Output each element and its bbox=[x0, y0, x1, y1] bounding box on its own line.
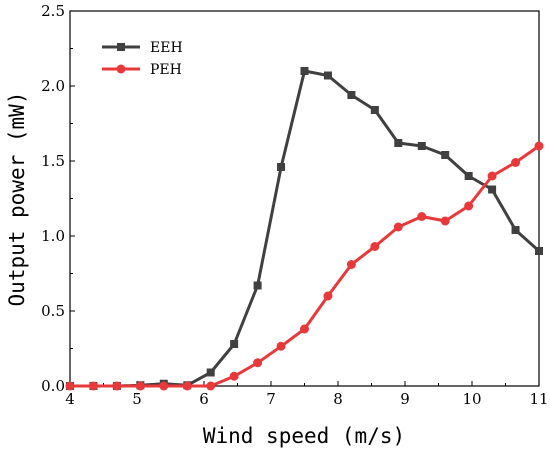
x-tick-label: 5 bbox=[132, 390, 142, 408]
data-point-eeh bbox=[394, 139, 403, 147]
x-tick-label: 4 bbox=[65, 390, 75, 408]
data-point-peh bbox=[534, 141, 544, 151]
y-tick-label: 1.0 bbox=[41, 227, 65, 245]
data-point-peh bbox=[511, 158, 521, 167]
series-eeh bbox=[66, 67, 543, 390]
data-point-peh bbox=[276, 341, 286, 351]
data-point-peh bbox=[440, 216, 450, 226]
x-tick-label: 11 bbox=[529, 390, 548, 408]
series-line-peh bbox=[70, 144, 540, 388]
y-axis-title: Output power (mW) bbox=[5, 92, 29, 307]
data-point-peh bbox=[464, 201, 474, 211]
data-point-peh bbox=[323, 291, 333, 301]
data-point-peh bbox=[112, 381, 122, 391]
data-point-peh bbox=[346, 260, 356, 269]
legend-item-eeh: EEH bbox=[102, 40, 183, 56]
data-point-peh bbox=[206, 381, 216, 391]
axis-tick-labels: 4 5 6 7 8 9 10 11 0.0 0.5 1.0 1.5 2.0 2.5 bbox=[41, 2, 548, 408]
data-point-eeh bbox=[323, 71, 332, 80]
data-point-peh bbox=[393, 222, 403, 232]
x-tick-label: 9 bbox=[400, 390, 410, 408]
data-point-eeh bbox=[417, 142, 426, 150]
data-point-eeh bbox=[253, 281, 262, 290]
data-point-peh bbox=[300, 324, 309, 334]
data-point-peh bbox=[88, 381, 98, 391]
series-peh bbox=[65, 141, 544, 391]
data-point-eeh bbox=[511, 226, 520, 234]
data-point-peh bbox=[182, 381, 192, 391]
x-tick-label: 8 bbox=[333, 390, 343, 408]
data-point-eeh bbox=[535, 247, 543, 255]
data-point-eeh bbox=[370, 106, 379, 114]
x-tick-label: 7 bbox=[266, 390, 276, 408]
data-point-eeh bbox=[441, 151, 450, 159]
legend-marker-eeh bbox=[117, 43, 125, 51]
legend-item-peh: PEH bbox=[102, 62, 182, 78]
y-tick-label: 2.5 bbox=[41, 2, 65, 20]
data-point-eeh bbox=[277, 163, 286, 171]
data-point-eeh bbox=[347, 91, 356, 99]
legend-marker-peh bbox=[116, 64, 126, 74]
data-point-peh bbox=[159, 381, 169, 391]
y-tick-label: 0.5 bbox=[41, 302, 65, 320]
y-tick-label: 0.0 bbox=[41, 377, 65, 395]
data-series bbox=[65, 67, 544, 391]
data-point-eeh bbox=[300, 67, 309, 75]
data-point-eeh bbox=[464, 172, 473, 180]
data-point-eeh bbox=[230, 340, 239, 348]
legend-label-eeh: EEH bbox=[150, 40, 183, 56]
legend-label-peh: PEH bbox=[150, 62, 182, 78]
data-point-peh bbox=[370, 242, 380, 251]
data-point-peh bbox=[135, 381, 145, 391]
data-point-eeh bbox=[488, 185, 497, 194]
x-tick-label: 6 bbox=[199, 390, 209, 408]
y-tick-label: 2.0 bbox=[41, 77, 65, 95]
data-point-peh bbox=[253, 358, 263, 368]
data-point-peh bbox=[229, 371, 239, 381]
y-tick-label: 1.5 bbox=[41, 152, 65, 170]
x-tick-label: 10 bbox=[462, 390, 481, 408]
legend: EEH PEH bbox=[102, 40, 183, 78]
data-point-peh bbox=[487, 171, 497, 181]
series-line-eeh bbox=[70, 69, 540, 388]
data-point-eeh bbox=[206, 368, 215, 377]
data-point-peh bbox=[65, 381, 75, 391]
x-axis-title: Wind speed (m/s) bbox=[203, 424, 405, 448]
data-point-peh bbox=[417, 212, 427, 221]
